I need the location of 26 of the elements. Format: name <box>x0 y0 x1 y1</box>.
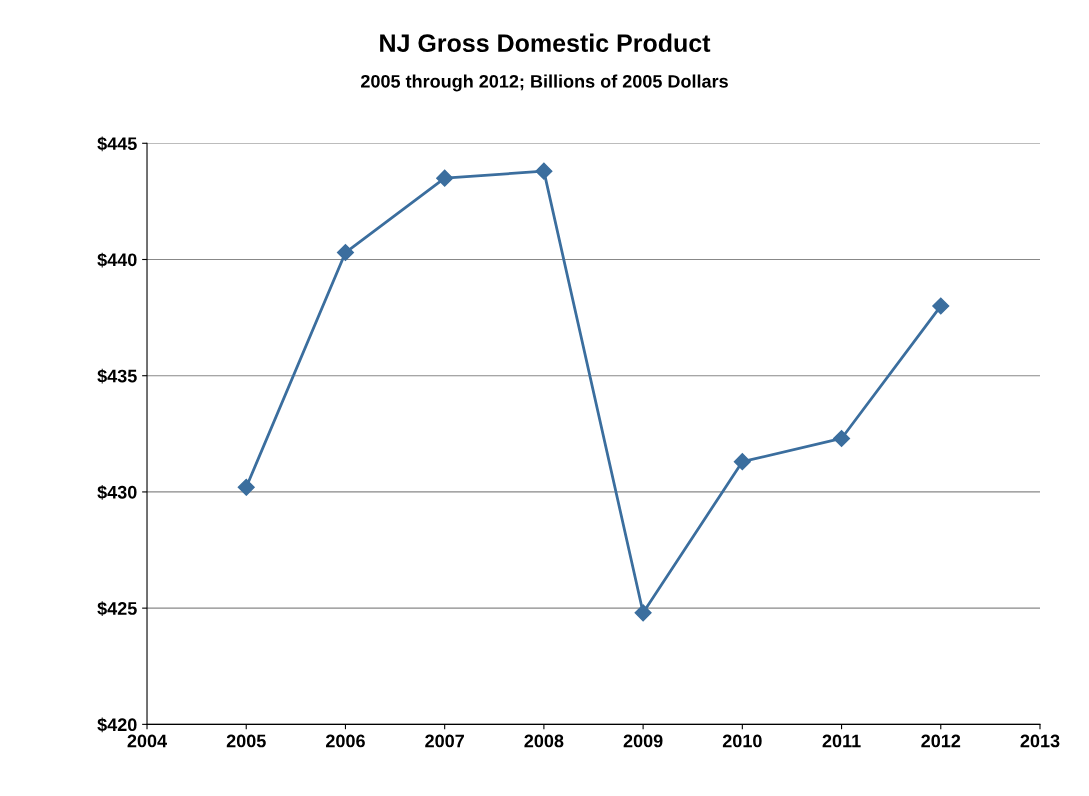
x-tick-label: 2004 <box>127 734 167 748</box>
x-tick-label: 2006 <box>326 734 365 748</box>
point <box>733 453 751 471</box>
x-tick-label: 2008 <box>524 734 564 748</box>
y-tick-label: $425 <box>97 601 137 617</box>
y-tick-label: $430 <box>97 485 137 500</box>
chart-subtitle: 2005 through 2012; Billions of 2005 Dollars <box>361 74 728 92</box>
x-tick-label: 2010 <box>722 734 762 748</box>
y-tick-label: $435 <box>97 368 137 384</box>
x-tick-label: 2011 <box>822 734 861 748</box>
point <box>932 297 950 315</box>
x-tick-label: 2012 <box>921 734 961 748</box>
y-tick-label: $420 <box>97 717 137 733</box>
point <box>336 243 355 262</box>
point <box>833 429 851 448</box>
point <box>237 478 255 496</box>
point <box>535 162 553 180</box>
x-tick-label: 2013 <box>1020 734 1060 748</box>
x-tick-label: 2009 <box>623 734 663 748</box>
y-tick-label: $445 <box>97 136 137 152</box>
point <box>634 604 652 622</box>
point <box>436 169 454 187</box>
y-tick-label: $440 <box>97 252 137 268</box>
chart-title: NJ Gross Domestic Product <box>380 33 711 52</box>
x-tick-label: 2005 <box>226 734 266 748</box>
x-tick-label: 2007 <box>425 734 464 748</box>
